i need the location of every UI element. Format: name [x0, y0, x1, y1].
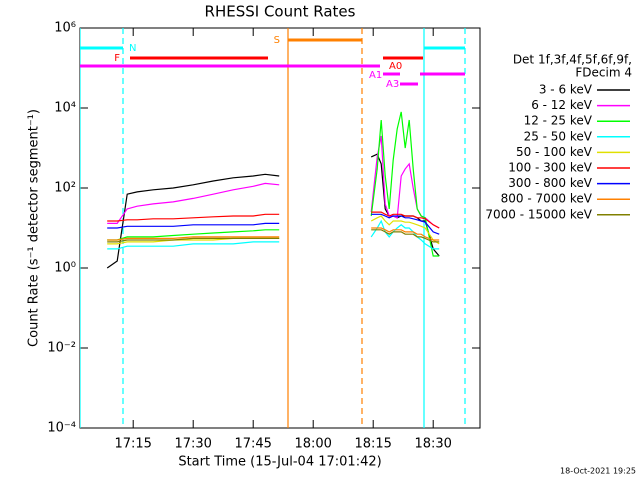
x-tick-label: 18:15: [354, 437, 391, 452]
series-line: [107, 227, 440, 241]
y-tick-label: 10⁰: [54, 261, 76, 276]
chart-title: RHESSI Count Rates: [205, 3, 356, 21]
legend-label: 7000 - 15000 keV: [485, 207, 592, 221]
legend-title: FDecim 4: [575, 66, 632, 80]
series-line: [107, 211, 440, 229]
x-tick-label: 17:15: [114, 437, 151, 452]
y-tick-label: 10⁴: [54, 101, 76, 116]
flag-label: S: [274, 35, 280, 46]
flag-label: N: [129, 43, 136, 54]
legend-label: 100 - 300 keV: [508, 161, 592, 175]
x-axis-label: Start Time (15-Jul-04 17:01:42): [178, 455, 381, 470]
legend-label: 3 - 6 keV: [539, 83, 593, 97]
legend-title: Det 1f,3f,4f,5f,6f,9f,: [513, 53, 632, 67]
legend-label: 6 - 12 keV: [531, 98, 593, 112]
flag-label: A0: [389, 61, 402, 72]
legend-label: 300 - 800 keV: [508, 176, 592, 190]
footer: 18-Oct-2021 19:25: [560, 467, 636, 476]
y-tick-label: 10⁻⁴: [47, 421, 76, 436]
flag-label: F: [114, 53, 120, 64]
legend-label: 12 - 25 keV: [524, 114, 593, 128]
series-line: [107, 111, 440, 257]
y-tick-label: 10⁶: [54, 21, 76, 36]
y-tick-label: 10²: [54, 181, 76, 196]
series-line: [107, 229, 440, 243]
legend-label: 25 - 50 keV: [524, 129, 593, 143]
legend-label: 800 - 7000 keV: [501, 192, 593, 206]
series-line: [106, 153, 440, 269]
legend-label: 50 - 100 keV: [516, 145, 593, 159]
plot-area: [80, 28, 466, 428]
y-axis-label: Count Rate (s⁻¹ detector segment⁻¹): [27, 109, 42, 347]
series-line: [107, 213, 440, 235]
x-tick-label: 17:45: [234, 437, 271, 452]
x-tick-label: 18:00: [294, 437, 331, 452]
plot-frame: [79, 27, 481, 429]
flag-label: A3: [386, 79, 399, 90]
x-tick-label: 17:30: [174, 437, 211, 452]
series-line: [107, 219, 440, 250]
y-tick-label: 10⁻²: [47, 341, 76, 356]
flag-label: A1: [369, 70, 382, 81]
x-tick-label: 18:30: [414, 437, 451, 452]
